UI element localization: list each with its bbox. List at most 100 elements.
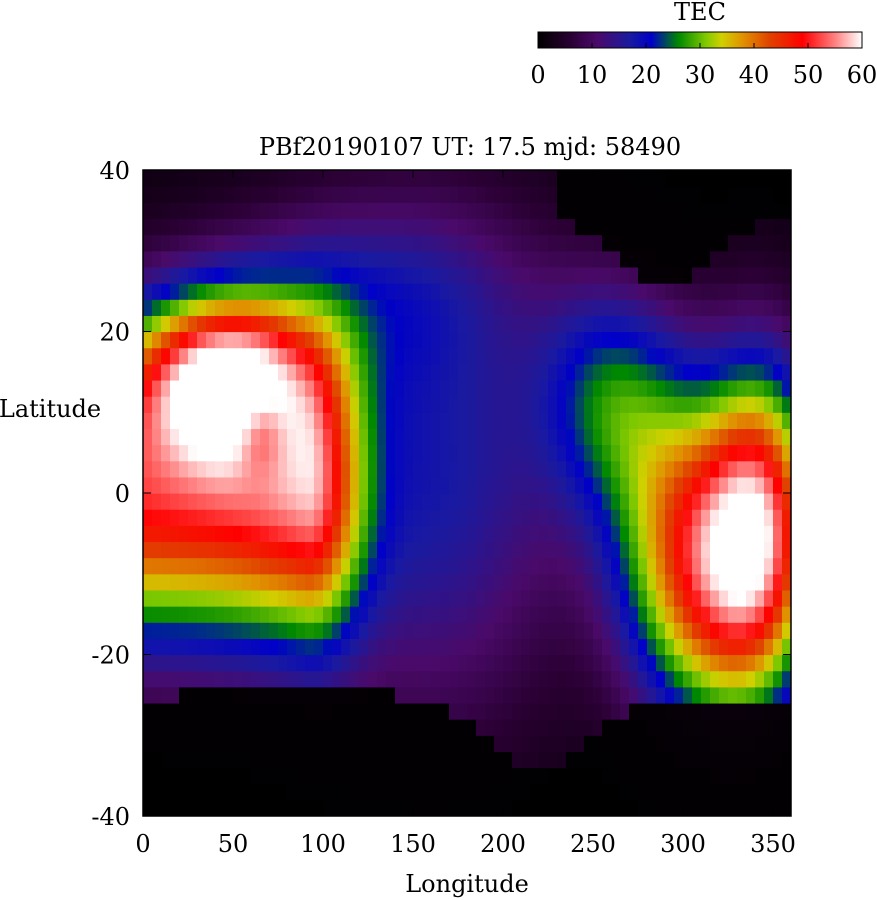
heatmap-cell — [359, 444, 369, 462]
heatmap-cell — [620, 315, 630, 333]
heatmap-cell — [458, 331, 468, 349]
heatmap-cell — [602, 476, 612, 494]
heatmap-cell — [746, 283, 756, 300]
heatmap-cell — [449, 379, 459, 397]
heatmap-cell — [404, 234, 414, 252]
heatmap-cell — [539, 573, 549, 591]
heatmap-cell — [494, 202, 504, 220]
heatmap-cell — [314, 170, 324, 187]
heatmap-cell — [170, 573, 180, 591]
heatmap-cell — [161, 315, 171, 333]
heatmap-cell — [377, 250, 387, 268]
heatmap-cell — [242, 299, 252, 316]
heatmap-cell — [629, 379, 639, 397]
heatmap-cell — [629, 670, 639, 688]
heatmap-cell — [584, 331, 594, 349]
heatmap-cell — [341, 606, 351, 623]
heatmap-cell — [692, 186, 702, 203]
heatmap-cell — [692, 202, 702, 220]
heatmap-cell — [233, 525, 243, 543]
heatmap-cell — [287, 509, 297, 526]
heatmap-cell — [755, 315, 765, 333]
heatmap-cell — [152, 573, 162, 591]
heatmap-cell — [368, 331, 378, 349]
heatmap-cell — [494, 541, 504, 559]
heatmap-cell — [773, 719, 783, 736]
heatmap-cell — [773, 412, 783, 429]
heatmap-cell — [611, 202, 621, 220]
heatmap-cell — [548, 702, 558, 720]
heatmap-cell — [278, 589, 288, 607]
heatmap-cell — [422, 525, 432, 543]
heatmap-cell — [287, 202, 297, 220]
heatmap-cell — [458, 767, 468, 785]
heatmap-cell — [611, 379, 621, 397]
heatmap-cell — [665, 186, 675, 203]
heatmap-cell — [539, 476, 549, 494]
heatmap-cell — [332, 670, 342, 688]
heatmap-cell — [467, 363, 477, 381]
heatmap-cell — [674, 396, 684, 413]
heatmap-cell — [359, 573, 369, 591]
heatmap-cell — [350, 654, 360, 672]
heatmap-cell — [143, 638, 153, 656]
heatmap-cell — [179, 331, 189, 349]
heatmap-cell — [611, 266, 621, 284]
heatmap-cell — [674, 493, 684, 510]
heatmap-cell — [314, 783, 324, 801]
heatmap-cell — [494, 573, 504, 591]
heatmap-cell — [503, 283, 513, 300]
heatmap-cell — [242, 218, 252, 236]
heatmap-cell — [683, 202, 693, 220]
heatmap-cell — [260, 460, 270, 478]
heatmap-cell — [485, 460, 495, 478]
heatmap-cell — [161, 686, 171, 704]
heatmap-cell — [161, 783, 171, 801]
heatmap-cell — [251, 331, 261, 349]
heatmap-cell — [548, 396, 558, 413]
colorbar-tick-label: 40 — [739, 61, 770, 89]
heatmap-cell — [296, 186, 306, 203]
heatmap-cell — [206, 202, 216, 220]
heatmap-cell — [512, 767, 522, 785]
heatmap-cell — [278, 638, 288, 656]
heatmap-cell — [314, 218, 324, 236]
heatmap-cell — [728, 606, 738, 623]
heatmap-cell — [575, 476, 585, 494]
heatmap-cell — [152, 525, 162, 543]
heatmap-cell — [179, 719, 189, 736]
heatmap-cell — [575, 428, 585, 446]
heatmap-cell — [161, 234, 171, 252]
heatmap-cell — [440, 412, 450, 429]
heatmap-cell — [701, 606, 711, 623]
heatmap-cell — [620, 719, 630, 736]
heatmap-cell — [485, 719, 495, 736]
heatmap-cell — [386, 783, 396, 801]
heatmap-cell — [395, 509, 405, 526]
heatmap-cell — [746, 460, 756, 478]
heatmap-cell — [494, 266, 504, 284]
heatmap-cell — [566, 573, 576, 591]
heatmap-cell — [170, 315, 180, 333]
heatmap-cell — [548, 299, 558, 316]
heatmap-cell — [692, 654, 702, 672]
heatmap-cell — [548, 525, 558, 543]
heatmap-cell — [323, 186, 333, 203]
heatmap-cell — [476, 428, 486, 446]
heatmap-cell — [278, 363, 288, 381]
heatmap-cell — [476, 363, 486, 381]
heatmap-cell — [782, 363, 791, 381]
heatmap-cell — [233, 654, 243, 672]
heatmap-cell — [503, 525, 513, 543]
heatmap-cell — [593, 250, 603, 268]
heatmap-cell — [332, 493, 342, 510]
heatmap-cell — [161, 702, 171, 720]
heatmap-cell — [620, 428, 630, 446]
heatmap-cell — [197, 283, 207, 300]
heatmap-cell — [287, 347, 297, 365]
heatmap-cell — [494, 670, 504, 688]
heatmap-cell — [251, 186, 261, 203]
heatmap-cell — [269, 783, 279, 801]
heatmap-cell — [440, 541, 450, 559]
heatmap-cell — [620, 299, 630, 316]
